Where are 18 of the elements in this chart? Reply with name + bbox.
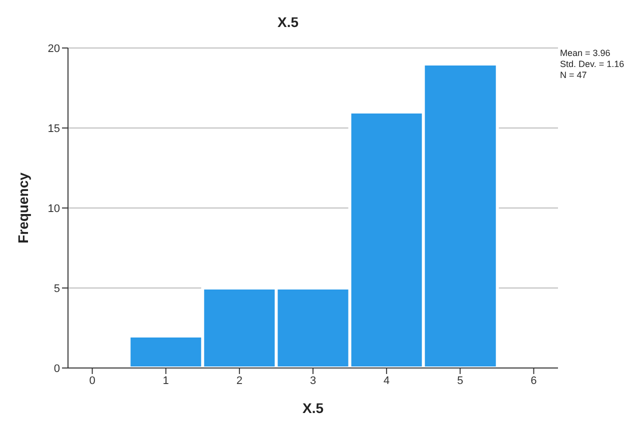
x-tick-label: 5 [457, 374, 464, 387]
x-tick-label: 2 [236, 374, 242, 387]
y-axis-title: Frequency [14, 172, 31, 244]
text: N = 47 [560, 70, 588, 81]
text: Mean = 3.96 [560, 48, 612, 59]
x-tick-label: 4 [384, 374, 390, 387]
x-tick-label: 0 [89, 374, 96, 387]
x-tick-label: 1 [162, 374, 169, 387]
y-tick-label: 0 [54, 362, 60, 375]
y-tick-label: 15 [48, 122, 60, 135]
x-tick-label: 3 [310, 374, 316, 387]
y-tick-label: 20 [48, 42, 60, 55]
x-tick-label: 6 [530, 374, 537, 387]
y-tick-label: 5 [54, 282, 60, 295]
chart-title: X.5 [276, 13, 300, 32]
y-tick-label: 10 [48, 202, 60, 215]
x-axis-title: X.5 [302, 400, 324, 416]
text: Std. Dev. = 1.16 [560, 59, 624, 70]
